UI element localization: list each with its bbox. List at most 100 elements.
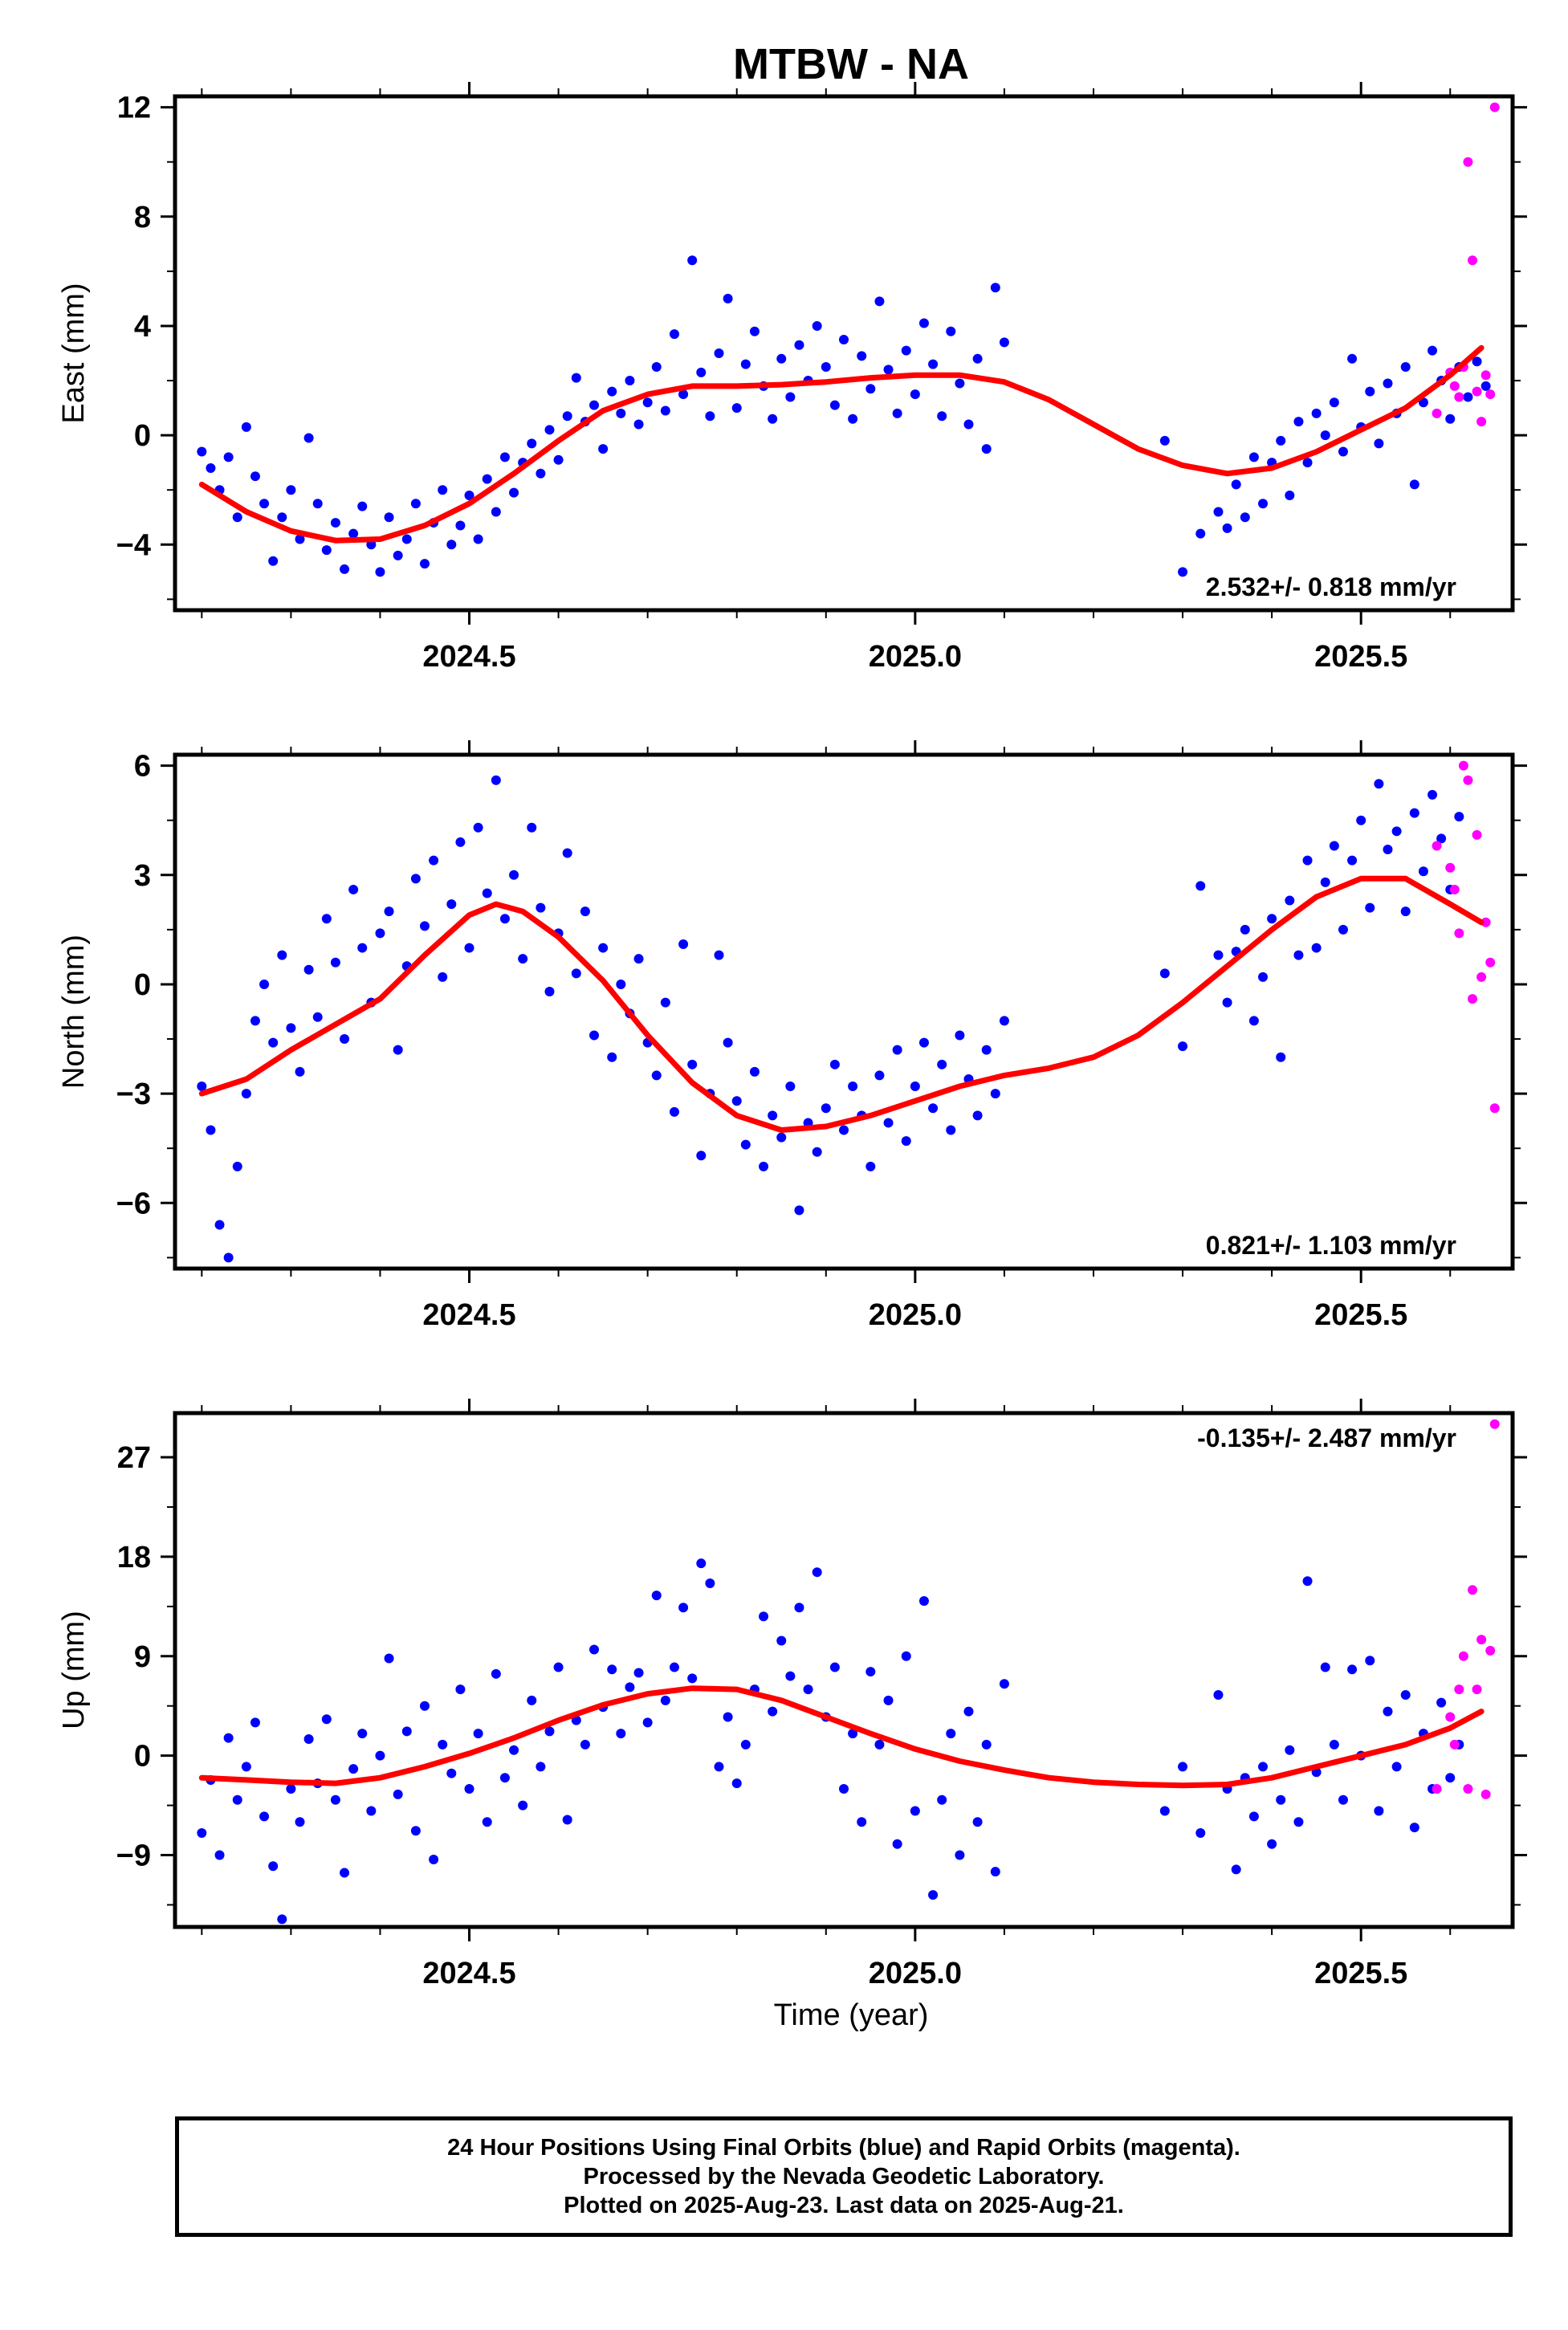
final-orbit-point	[857, 1817, 867, 1827]
final-orbit-point	[607, 1664, 617, 1675]
final-orbit-point	[348, 884, 359, 894]
rapid-orbit-point	[1476, 972, 1487, 982]
final-orbit-point	[375, 1750, 385, 1761]
final-orbit-point	[455, 837, 466, 847]
final-orbit-point	[286, 1023, 296, 1033]
final-orbit-point	[633, 954, 644, 964]
plot-area	[197, 102, 1500, 577]
final-orbit-point	[696, 1151, 707, 1161]
y-tick-label: 0	[134, 1740, 151, 1774]
final-orbit-point	[286, 485, 296, 495]
final-orbit-point	[660, 405, 670, 416]
final-orbit-point	[1463, 392, 1473, 402]
final-orbit-point	[776, 1132, 787, 1143]
final-orbit-point	[990, 1867, 1000, 1877]
rapid-orbit-point	[1463, 157, 1473, 167]
rapid-orbit-point	[1489, 1419, 1500, 1429]
x-tick-label: 2024.5	[422, 640, 515, 674]
final-orbit-point	[438, 485, 448, 495]
rapid-orbit-point	[1480, 370, 1491, 381]
x-tick-label: 2025.5	[1314, 1298, 1407, 1332]
final-orbit-point	[776, 1635, 787, 1646]
final-orbit-point	[1454, 812, 1464, 822]
final-orbit-point	[473, 534, 483, 544]
final-orbit-point	[491, 507, 501, 517]
final-orbit-point	[1178, 567, 1188, 577]
final-orbit-point	[1195, 1828, 1206, 1839]
final-orbit-point	[999, 1016, 1009, 1026]
final-orbit-point	[499, 1773, 510, 1783]
final-orbit-point	[277, 512, 287, 523]
final-orbit-point	[946, 326, 956, 336]
final-orbit-point	[1383, 845, 1393, 855]
final-orbit-point	[669, 1662, 679, 1672]
caption-box: 24 Hour Positions Using Final Orbits (bl…	[175, 2116, 1513, 2237]
final-orbit-point	[410, 499, 421, 509]
final-orbit-point	[1240, 924, 1250, 935]
final-orbit-point	[357, 1729, 368, 1739]
final-orbit-point	[401, 1726, 412, 1737]
final-orbit-point	[669, 329, 679, 340]
final-orbit-point	[946, 1125, 956, 1135]
final-orbit-point	[981, 1045, 992, 1055]
final-orbit-point	[1248, 1016, 1259, 1026]
final-orbit-point	[723, 1712, 733, 1722]
final-orbit-point	[232, 1794, 242, 1805]
final-orbit-point	[223, 452, 234, 462]
y-tick-label: 27	[117, 1441, 151, 1475]
final-orbit-point	[241, 1762, 251, 1772]
final-orbit-point	[321, 1714, 332, 1725]
final-orbit-point	[768, 1706, 778, 1717]
final-orbit-point	[232, 512, 242, 523]
final-orbit-point	[848, 413, 858, 424]
final-orbit-point	[1222, 523, 1232, 533]
final-orbit-point	[625, 376, 635, 386]
final-orbit-point	[972, 1817, 983, 1827]
final-orbit-point	[633, 1668, 644, 1678]
final-orbit-point	[295, 534, 305, 544]
final-orbit-point	[1409, 1823, 1419, 1833]
plot-area	[197, 1419, 1500, 1925]
final-orbit-point	[429, 855, 439, 866]
final-orbit-point	[981, 444, 992, 454]
final-orbit-point	[1409, 808, 1419, 818]
fit-curve	[198, 344, 1485, 544]
final-orbit-point	[268, 556, 279, 566]
final-orbit-point	[785, 392, 796, 402]
final-orbit-point	[250, 471, 260, 482]
x-tick-label: 2024.5	[422, 1298, 515, 1332]
final-orbit-point	[839, 1783, 849, 1794]
final-orbit-point	[410, 1826, 421, 1836]
final-orbit-point	[1276, 435, 1286, 446]
final-orbit-point	[910, 1806, 920, 1816]
y-tick-label: −9	[116, 1839, 151, 1873]
final-orbit-point	[250, 1717, 260, 1728]
final-orbit-point	[491, 1668, 501, 1679]
final-orbit-point	[1356, 815, 1366, 825]
final-orbit-point	[1374, 779, 1384, 789]
final-orbit-point	[918, 1037, 929, 1048]
final-orbit-point	[1302, 1576, 1313, 1587]
final-orbit-point	[883, 1118, 894, 1128]
rapid-orbit-point	[1458, 760, 1468, 771]
final-orbit-point	[865, 384, 876, 394]
final-orbit-point	[642, 397, 653, 408]
final-orbit-point	[438, 1739, 448, 1750]
final-orbit-point	[393, 1789, 403, 1799]
final-orbit-point	[1383, 1706, 1393, 1717]
final-orbit-point	[1231, 479, 1241, 490]
final-orbit-point	[340, 1034, 350, 1045]
final-orbit-point	[366, 1806, 377, 1816]
final-orbit-point	[794, 1205, 804, 1216]
y-tick-label: 0	[134, 968, 151, 1002]
final-orbit-point	[197, 1081, 207, 1092]
final-orbit-point	[981, 1739, 992, 1750]
final-orbit-point	[589, 400, 600, 410]
final-orbit-point	[223, 1733, 234, 1743]
final-orbit-point	[812, 1147, 822, 1157]
final-orbit-point	[1365, 1656, 1375, 1666]
final-orbit-point	[571, 968, 581, 979]
final-orbit-point	[1178, 1762, 1188, 1772]
final-orbit-point	[785, 1081, 796, 1092]
